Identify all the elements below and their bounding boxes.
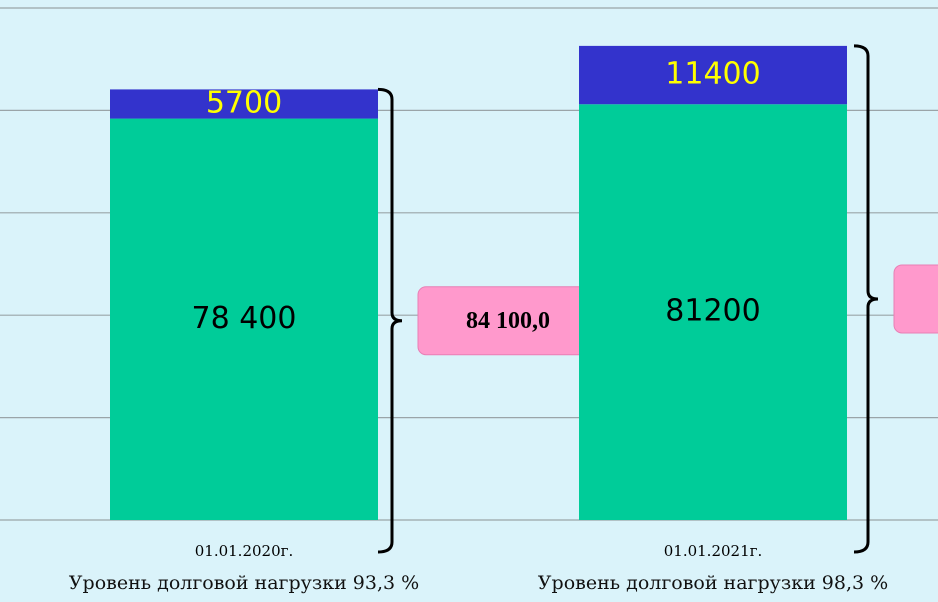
total-label: 84 100,0 <box>466 308 550 334</box>
x-tick-label: 01.01.2020г. <box>195 542 294 560</box>
bar-segment <box>110 89 378 119</box>
annotation: Уровень долговой нагрузки 93,3 % <box>69 572 419 594</box>
annotation: Уровень долговой нагрузки 98,3 % <box>538 572 888 594</box>
data-label: 81200 <box>665 294 760 329</box>
x-tick-label: 01.01.2021г. <box>664 542 763 560</box>
data-label: 78 400 <box>192 301 297 336</box>
total-bracket <box>377 87 403 554</box>
bar-segment <box>579 45 847 105</box>
total-box-bg <box>893 264 938 334</box>
total-box: 92 600,0 <box>893 264 938 334</box>
total-bracket <box>853 44 879 554</box>
data-label: 5700 <box>206 86 282 121</box>
bar-segment <box>110 118 378 520</box>
total-box: 84 100,0 <box>417 286 599 356</box>
bar-segment <box>579 104 847 521</box>
data-label: 11400 <box>665 57 760 92</box>
